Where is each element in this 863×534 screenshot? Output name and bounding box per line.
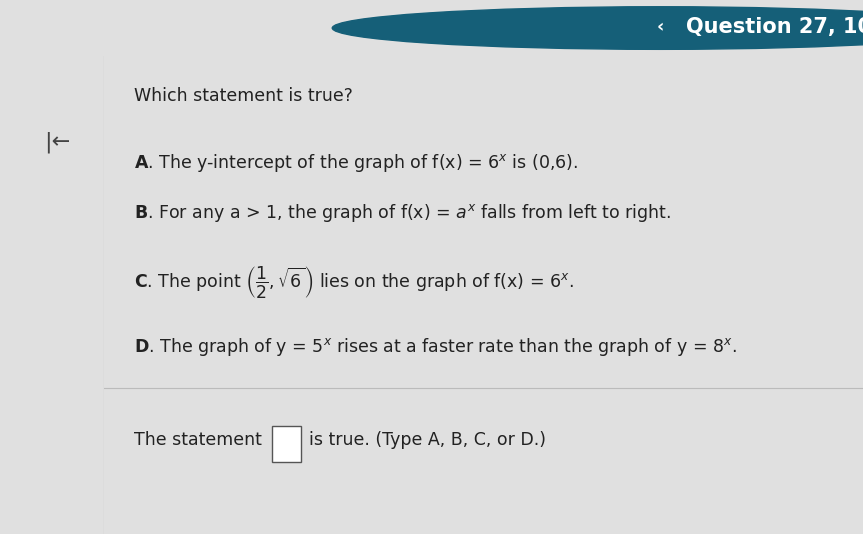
Text: |←: |← — [44, 131, 70, 153]
Text: $\mathbf{A}$. The y-intercept of the graph of f(x) = $6^x$ is (0,6).: $\mathbf{A}$. The y-intercept of the gra… — [134, 152, 578, 174]
Text: $\mathbf{C}$. The point $\left(\dfrac{1}{2},\sqrt{6}\right)$ lies on the graph o: $\mathbf{C}$. The point $\left(\dfrac{1}… — [134, 264, 574, 300]
Text: ‹: ‹ — [657, 18, 664, 36]
Text: $\mathbf{D}$. The graph of y = $5^x$ rises at a faster rate than the graph of y : $\mathbf{D}$. The graph of y = $5^x$ ris… — [134, 336, 737, 358]
Bar — [272, 427, 301, 462]
Text: Which statement is true?: Which statement is true? — [134, 87, 353, 105]
Text: $\mathbf{B}$. For any a > 1, the graph of f(x) = $a^x$ falls from left to right.: $\mathbf{B}$. For any a > 1, the graph o… — [134, 202, 671, 224]
Circle shape — [332, 7, 863, 49]
Text: Question 27, 10.2.5: Question 27, 10.2.5 — [686, 17, 863, 37]
Text: is true. (Type A, B, C, or D.): is true. (Type A, B, C, or D.) — [309, 431, 545, 449]
Text: The statement: The statement — [134, 431, 261, 449]
